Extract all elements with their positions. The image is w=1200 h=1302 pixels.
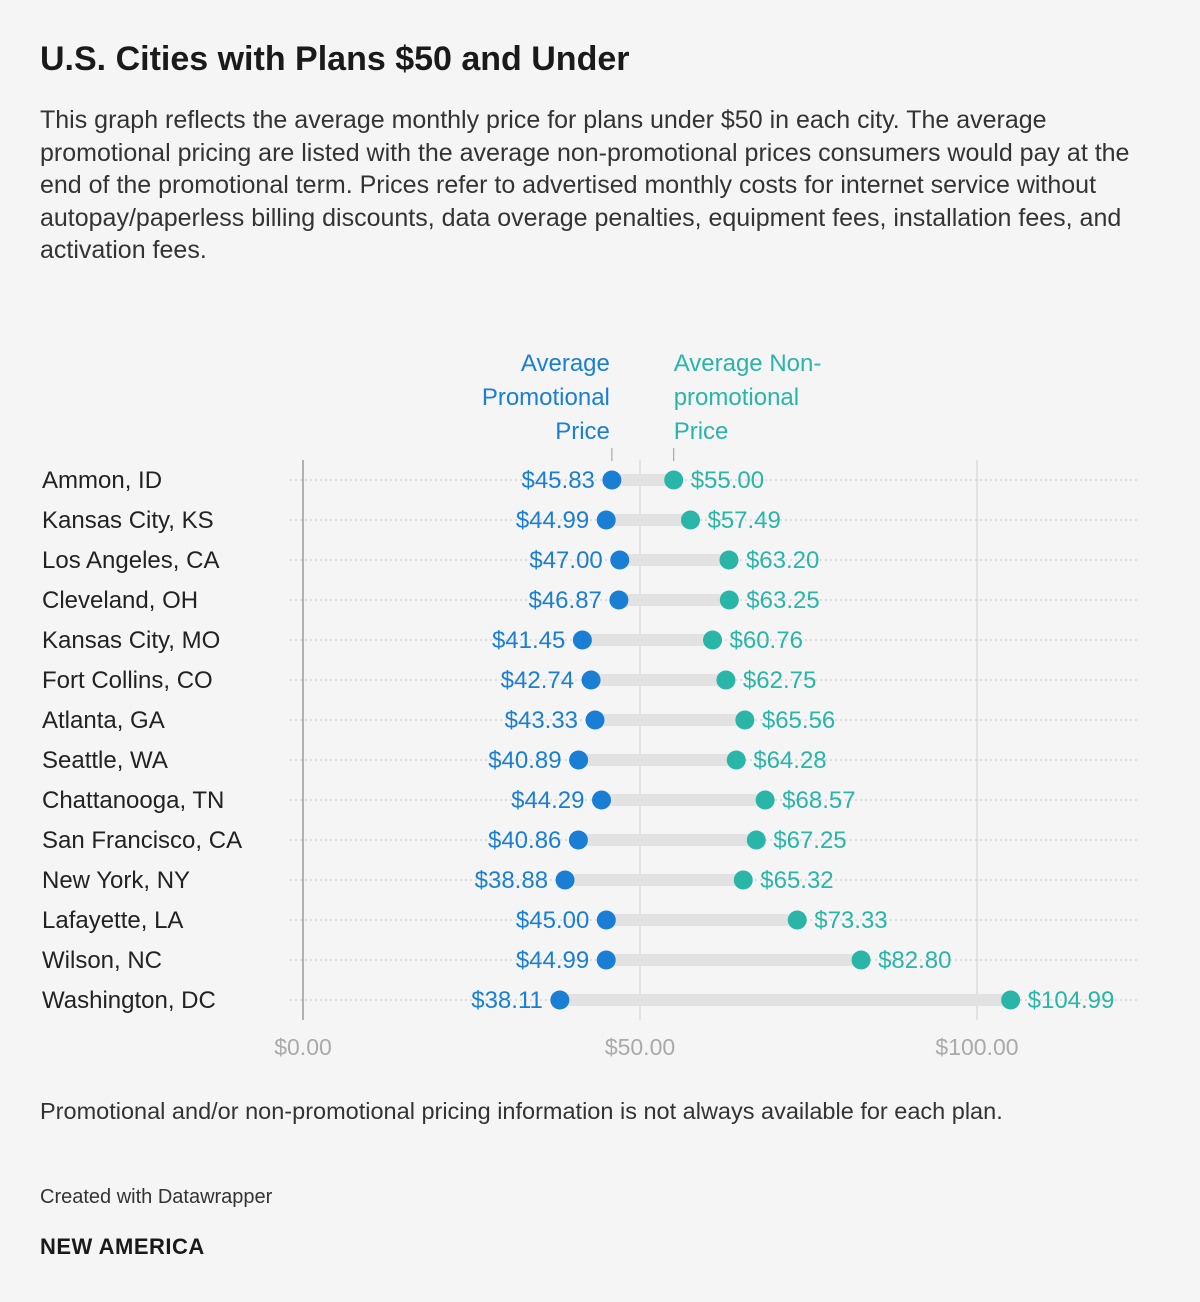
nonpromo-dot <box>787 910 807 930</box>
dot-range-chart: Average Promotional Price Average Non-promo… <box>42 350 1140 1060</box>
promo-dot <box>592 790 612 810</box>
x-tick-label: $100.00 <box>935 1034 1018 1060</box>
chart-notes: Promotional and/or non-promotional prici… <box>40 1098 1003 1124</box>
promo-dot <box>572 630 592 650</box>
city-label: San Francisco, CA <box>42 827 242 854</box>
city-label: Cleveland, OH <box>42 587 198 614</box>
legend-nonpromo-line: Average Non- <box>674 350 822 377</box>
city-label: Los Angeles, CA <box>42 547 219 574</box>
brand-logo: NEW AMERICA <box>40 1234 205 1259</box>
x-axis: $0.00 $50.00 $100.00 <box>274 1034 1018 1060</box>
promo-value-label: $42.74 <box>501 667 574 694</box>
nonpromo-value-label: $65.32 <box>760 867 833 894</box>
promo-dot <box>568 830 588 850</box>
city-label: Wilson, NC <box>42 947 162 974</box>
range-bars <box>559 474 1011 1006</box>
nonpromo-dot <box>719 550 739 570</box>
nonpromo-value-label: $63.25 <box>746 587 819 614</box>
nonpromo-dot <box>735 710 755 730</box>
promo-value-label: $44.99 <box>516 947 589 974</box>
nonpromo-dot <box>664 470 684 490</box>
promo-dot <box>609 590 629 610</box>
nonpromo-value-label: $68.57 <box>782 787 855 814</box>
promo-value-label: $45.83 <box>521 467 594 494</box>
city-label: Chattanooga, TN <box>42 787 224 814</box>
nonpromo-value-label: $82.80 <box>878 947 951 974</box>
nonpromo-dot <box>851 950 871 970</box>
chart-description: This graph reflects the average monthly … <box>40 106 1130 264</box>
chart-grid <box>290 460 1140 1020</box>
nonpromo-dot <box>680 510 700 530</box>
nonpromo-value-label: $73.33 <box>814 907 887 934</box>
data-labels: Ammon, ID $45.83 $55.00 Kansas City, KS $44.… <box>42 467 1114 1014</box>
promo-dot <box>596 910 616 930</box>
nonpromo-dot <box>746 830 766 850</box>
promo-dot <box>555 870 575 890</box>
promo-value-label: $46.87 <box>528 587 601 614</box>
city-label: New York, NY <box>42 867 190 894</box>
chart-legend: Average Promotional Price Average Non-promo… <box>482 350 822 461</box>
nonpromo-dot <box>703 630 723 650</box>
city-label: Atlanta, GA <box>42 707 165 734</box>
nonpromo-dot <box>733 870 753 890</box>
city-label: Lafayette, LA <box>42 907 183 934</box>
promo-dot <box>569 750 589 770</box>
nonpromo-value-label: $63.20 <box>746 547 819 574</box>
nonpromo-dot <box>755 790 775 810</box>
nonpromo-value-label: $55.00 <box>691 467 764 494</box>
promo-value-label: $44.29 <box>511 787 584 814</box>
nonpromo-value-label: $57.49 <box>707 507 780 534</box>
nonpromo-value-label: $62.75 <box>743 667 816 694</box>
promo-value-label: $38.11 <box>471 987 543 1014</box>
nonpromo-dot <box>1001 990 1021 1010</box>
promo-value-label: $47.00 <box>529 547 602 574</box>
city-label: Fort Collins, CO <box>42 667 213 694</box>
legend-nonpromo-line: promotional <box>674 384 799 411</box>
city-label: Seattle, WA <box>42 747 168 774</box>
chart-title: U.S. Cities with Plans $50 and Under <box>40 40 630 78</box>
legend-promo-line: Price <box>555 418 610 445</box>
promo-value-label: $40.89 <box>488 747 561 774</box>
chart-credit: Created with Datawrapper <box>40 1186 273 1208</box>
city-label: Kansas City, MO <box>42 627 220 654</box>
nonpromo-value-label: $104.99 <box>1028 987 1115 1014</box>
x-tick-label: $50.00 <box>605 1034 675 1060</box>
promo-dot <box>602 470 622 490</box>
nonpromo-value-label: $67.25 <box>773 827 846 854</box>
nonpromo-dot <box>726 750 746 770</box>
nonpromo-dot <box>719 590 739 610</box>
promo-dot <box>581 670 601 690</box>
promo-value-label: $41.45 <box>492 627 565 654</box>
nonpromo-value-label: $60.76 <box>730 627 803 654</box>
city-label: Ammon, ID <box>42 467 162 494</box>
legend-promo-line: Promotional <box>482 384 610 411</box>
promo-value-label: $40.86 <box>488 827 561 854</box>
x-tick-label: $0.00 <box>274 1034 332 1060</box>
city-label: Washington, DC <box>42 987 216 1014</box>
promo-dot <box>596 950 616 970</box>
promo-value-label: $45.00 <box>516 907 589 934</box>
promo-dot <box>550 990 570 1010</box>
data-dots <box>550 470 1021 1010</box>
promo-dot <box>610 550 630 570</box>
legend-nonpromo-line: Price <box>674 418 729 445</box>
nonpromo-value-label: $65.56 <box>762 707 835 734</box>
nonpromo-dot <box>716 670 736 690</box>
promo-value-label: $43.33 <box>505 707 578 734</box>
promo-value-label: $44.99 <box>516 507 589 534</box>
city-label: Kansas City, KS <box>42 507 214 534</box>
promo-dot <box>585 710 605 730</box>
promo-dot <box>596 510 616 530</box>
legend-promo-line: Average <box>521 350 610 377</box>
nonpromo-value-label: $64.28 <box>753 747 826 774</box>
promo-value-label: $38.88 <box>475 867 548 894</box>
